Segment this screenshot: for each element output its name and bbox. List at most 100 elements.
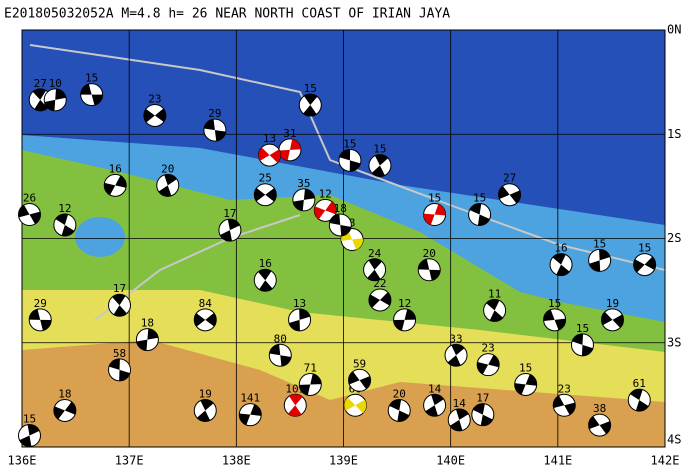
beachball <box>18 203 42 227</box>
depth-label: 15 <box>85 72 98 85</box>
beachball <box>298 372 322 396</box>
beachball <box>471 403 495 427</box>
compression-quadrant <box>418 259 430 270</box>
depth-label: 15 <box>23 413 36 426</box>
compression-quadrant <box>564 402 576 415</box>
compression-quadrant <box>431 394 444 406</box>
depth-label: 20 <box>423 247 436 260</box>
depth-label: 38 <box>593 402 606 415</box>
depth-label: 19 <box>606 297 619 310</box>
compression-quadrant <box>258 269 272 281</box>
depth-label: 16 <box>109 162 122 175</box>
beachball <box>108 293 132 317</box>
depth-label: 71 <box>304 361 317 374</box>
compression-quadrant <box>200 399 214 411</box>
compression-quadrant <box>572 333 584 345</box>
depth-label: 29 <box>34 297 47 310</box>
lat-label: 3S <box>667 335 681 349</box>
beachball <box>253 183 277 207</box>
beachball <box>368 288 392 312</box>
compression-quadrant <box>599 421 611 435</box>
compression-quadrant <box>368 294 380 308</box>
compression-quadrant <box>196 410 211 422</box>
beachball <box>338 148 362 172</box>
depth-label: 35 <box>297 177 310 190</box>
beachball <box>108 358 132 382</box>
compression-quadrant <box>371 165 385 177</box>
compression-quadrant <box>29 309 41 320</box>
beachball <box>53 399 77 423</box>
compression-quadrant <box>80 84 92 95</box>
depth-label: 15 <box>519 361 532 374</box>
compression-quadrant <box>220 230 233 242</box>
compression-quadrant <box>53 406 65 420</box>
compression-quadrant <box>214 130 226 141</box>
compression-quadrant <box>292 199 304 211</box>
depth-label: 26 <box>23 192 36 205</box>
compression-quadrant <box>19 435 32 447</box>
compression-quadrant <box>18 204 30 218</box>
map-title: E201805032052A M=4.8 h= 26 NEAR NORTH CO… <box>4 7 450 22</box>
beachball <box>253 268 277 292</box>
depth-label: 11 <box>488 287 501 300</box>
compression-quadrant <box>543 309 555 321</box>
compression-quadrant <box>339 149 351 161</box>
compression-quadrant <box>27 424 40 436</box>
compression-quadrant <box>204 119 215 131</box>
compression-quadrant <box>344 397 356 411</box>
compression-quadrant <box>314 206 326 220</box>
compression-quadrant <box>367 269 381 281</box>
depth-label: 13 <box>293 297 306 310</box>
beachball <box>313 198 337 222</box>
compression-quadrant <box>64 401 76 415</box>
beachball <box>218 218 242 242</box>
depth-label: 29 <box>208 107 221 120</box>
compression-quadrant <box>44 99 56 111</box>
compression-quadrant <box>397 410 410 422</box>
depth-label: 15 <box>473 192 486 205</box>
compression-quadrant <box>119 369 131 381</box>
depth-label: 80 <box>274 332 287 345</box>
compression-quadrant <box>288 405 302 417</box>
compression-quadrant <box>601 311 613 326</box>
beachball <box>387 399 411 423</box>
lon-label: 136E <box>8 454 37 468</box>
depth-label: 14 <box>428 382 442 395</box>
compression-quadrant <box>154 108 166 122</box>
depth-label: 12 <box>398 297 411 310</box>
beachball <box>18 424 42 448</box>
compression-quadrant <box>61 224 75 236</box>
compression-quadrant <box>299 384 311 396</box>
compression-quadrant <box>553 395 565 408</box>
compression-quadrant <box>630 389 643 401</box>
compression-quadrant <box>349 160 361 172</box>
beachball <box>588 413 612 437</box>
compression-quadrant <box>269 344 281 356</box>
compression-quadrant <box>340 224 352 236</box>
beachball <box>292 188 316 212</box>
lon-label: 138E <box>222 454 251 468</box>
compression-quadrant <box>348 371 360 385</box>
compression-quadrant <box>239 413 251 425</box>
compression-quadrant <box>254 187 266 202</box>
compression-quadrant <box>115 175 127 188</box>
compression-quadrant <box>404 309 416 320</box>
compression-quadrant <box>289 319 300 331</box>
depth-label: 14 <box>453 397 467 410</box>
compression-quadrant <box>368 258 382 270</box>
beachball <box>103 173 127 197</box>
compression-quadrant <box>303 188 315 200</box>
lat-label: 2S <box>667 231 681 245</box>
compression-quadrant <box>554 318 566 331</box>
beachball <box>423 203 447 227</box>
depth-label: 13 <box>263 132 276 145</box>
lat-label: 0N <box>667 23 681 37</box>
compression-quadrant <box>310 373 322 385</box>
compression-quadrant <box>303 94 318 106</box>
compression-quadrant <box>104 182 116 196</box>
beachball <box>570 333 594 357</box>
compression-quadrant <box>355 399 367 414</box>
lon-label: 139E <box>329 454 358 468</box>
depth-label: 84 <box>199 297 213 310</box>
compression-quadrant <box>633 259 645 273</box>
